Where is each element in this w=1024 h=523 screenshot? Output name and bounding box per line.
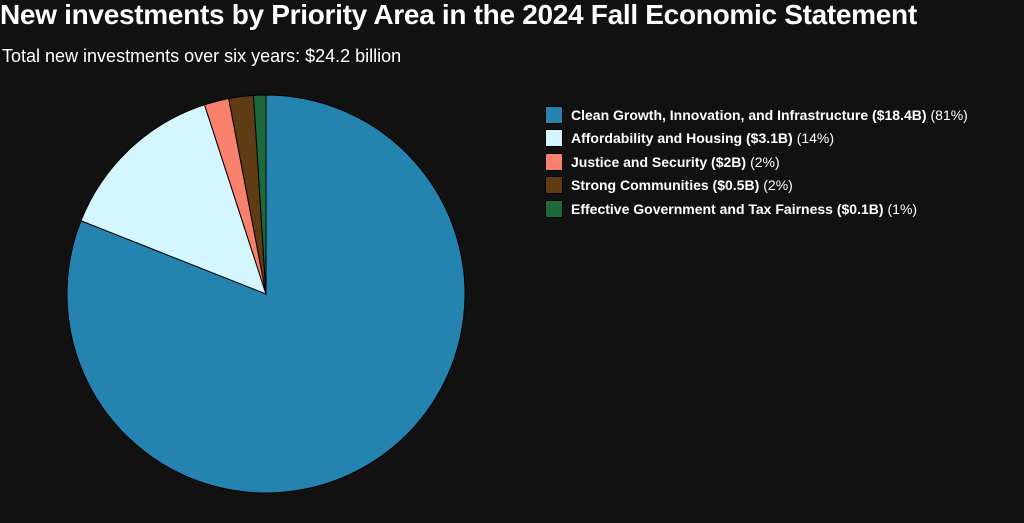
legend-swatch [545,199,563,218]
chart-title: New investments by Priority Area in the … [0,0,917,30]
legend-percent: (14%) [796,130,835,147]
legend-label: Affordability and Housing ($3.1B) [571,130,793,147]
legend-percent: (2%) [750,153,780,170]
legend-item-justice-and-security: Justice and Security ($2B) (2%) [545,150,968,174]
pie-chart-area [66,94,466,494]
legend-percent: (81%) [930,106,968,123]
legend-label: Effective Government and Tax Fairness ($… [571,200,884,217]
legend-item-affordability-and-housing: Affordability and Housing ($3.1B) (14%) [545,127,968,151]
legend-item-strong-communities: Strong Communities ($0.5B) (2%) [545,174,968,198]
chart-legend: Clean Growth, Innovation, and Infrastruc… [545,103,968,221]
legend-percent: (1%) [887,200,918,217]
legend-label: Clean Growth, Innovation, and Infrastruc… [571,106,927,123]
chart-subtitle: Total new investments over six years: $2… [2,46,402,66]
legend-swatch [545,176,563,195]
legend-percent: (2%) [763,177,793,194]
legend-item-clean-growth-innovation-and-infrastructure: Clean Growth, Innovation, and Infrastruc… [545,103,968,127]
pie-slice-effective-government-and-tax-fairness [252,94,267,295]
legend-swatch [545,129,563,148]
legend-item-effective-government-and-tax-fairness: Effective Government and Tax Fairness ($… [545,197,968,221]
legend-swatch [545,152,563,171]
legend-swatch [545,105,563,124]
pie-chart [66,94,466,494]
legend-label: Strong Communities ($0.5B) [571,177,760,194]
legend-label: Justice and Security ($2B) [571,153,747,170]
